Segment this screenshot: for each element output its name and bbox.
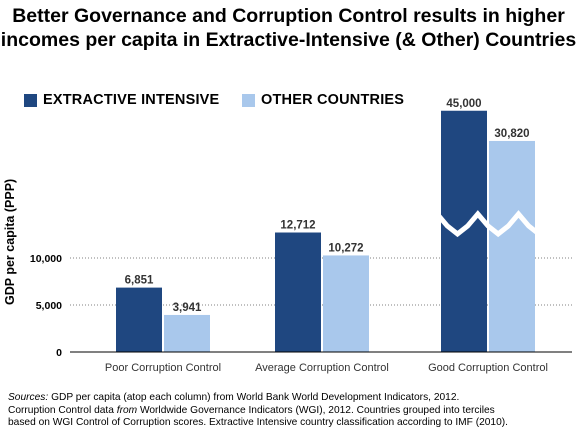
sources-label: Sources	[8, 392, 46, 403]
sources-line-1: Sources: GDP per capita (atop each colum…	[8, 392, 460, 403]
x-tick-label-good: Good Corruption Control	[428, 362, 548, 374]
data-label-other-average: 10,272	[328, 242, 363, 254]
sources-line-1-text: GDP per capita (atop each column) from W…	[51, 392, 460, 403]
axis-break-marker	[425, 210, 551, 238]
sources-note: Sources: GDP per capita (atop each colum…	[8, 392, 573, 430]
legend-label-extractive: EXTRACTIVE INTENSIVE	[43, 92, 220, 108]
bar-other-poor	[164, 314, 210, 352]
x-tick-label-average: Average Corruption Control	[255, 362, 389, 374]
data-label-extractive-good: 45,000	[446, 98, 481, 110]
data-label-extractive-poor: 6,851	[125, 275, 154, 287]
y-tick-label: 10,000	[30, 253, 62, 265]
data-label-extractive-average: 12,712	[280, 220, 315, 232]
chart-title-line-1: Better Governance and Corruption Control…	[12, 5, 565, 27]
data-label-other-poor: 3,941	[173, 302, 202, 314]
data-label-other-good: 30,820	[494, 128, 529, 140]
sources-line-2-post: Worldwide Governance Indicators (WGI), 2…	[137, 404, 495, 416]
legend-swatch-other	[242, 94, 255, 107]
y-tick-label: 5,000	[36, 300, 62, 312]
legend-label-other: OTHER COUNTRIES	[261, 92, 405, 108]
y-tick-label: 0	[56, 347, 62, 359]
sources-line-3: based on WGI Control of Corruption score…	[8, 417, 508, 429]
chart-title: Better Governance and Corruption Control…	[0, 4, 577, 52]
x-tick-label-poor: Poor Corruption Control	[105, 362, 221, 374]
chart-title-line-2: incomes per capita in Extractive-Intensi…	[0, 29, 577, 51]
sources-line-2-from: from	[116, 404, 138, 416]
legend-swatch-extractive	[24, 94, 37, 107]
bar-other-good	[489, 140, 535, 352]
sources-line-2: Corruption Control data from Worldwide G…	[8, 405, 573, 418]
bar-extractive-average	[275, 232, 321, 352]
sources-line-2-pre: Corruption Control data	[8, 404, 117, 416]
bar-other-average	[323, 255, 369, 352]
bar-extractive-poor	[116, 287, 162, 352]
